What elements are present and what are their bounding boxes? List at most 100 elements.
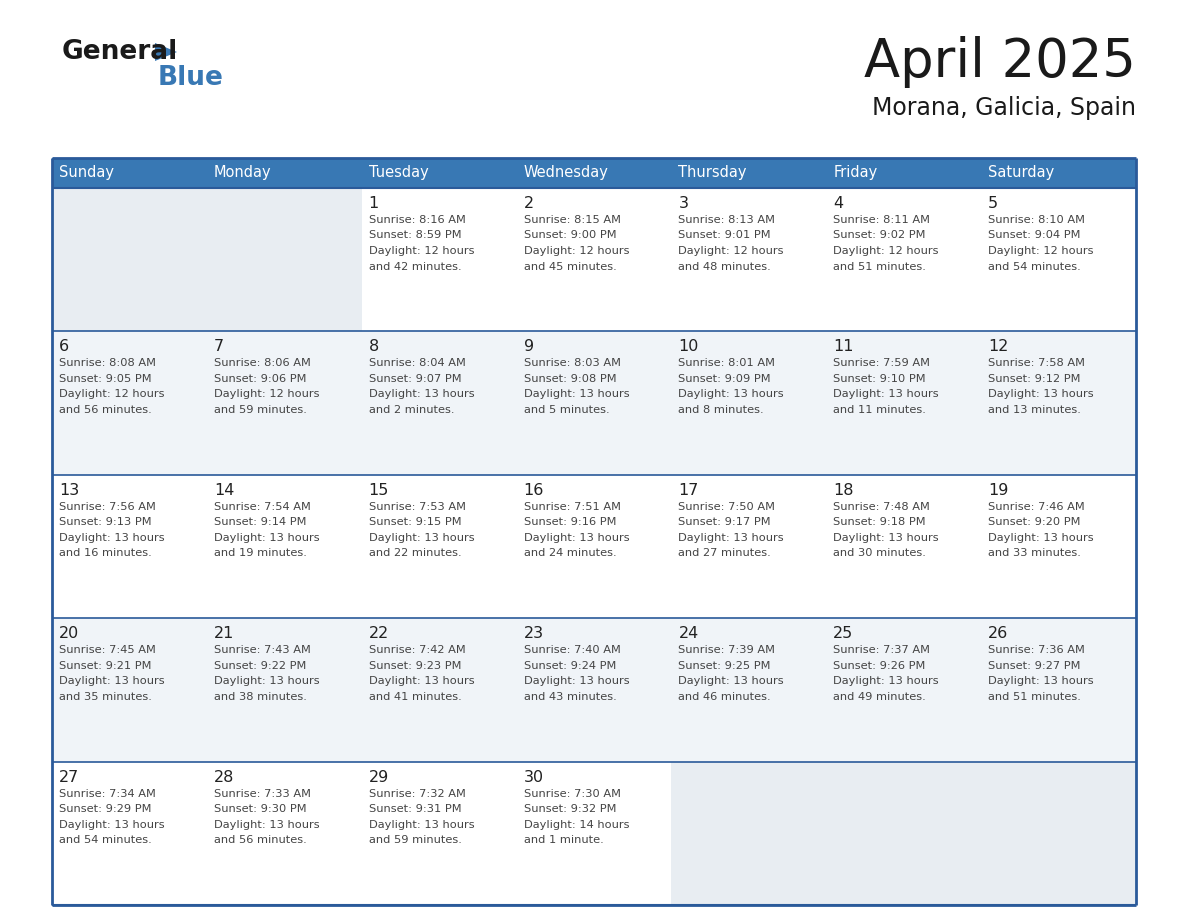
Text: Daylight: 13 hours: Daylight: 13 hours (988, 677, 1094, 686)
Text: Daylight: 12 hours: Daylight: 12 hours (368, 246, 474, 256)
Bar (361, 188, 517, 331)
Text: Daylight: 13 hours: Daylight: 13 hours (678, 389, 784, 399)
Text: Sunrise: 7:32 AM: Sunrise: 7:32 AM (368, 789, 466, 799)
Bar (827, 475, 981, 618)
Text: Morana, Galicia, Spain: Morana, Galicia, Spain (872, 96, 1136, 120)
Text: and 56 minutes.: and 56 minutes. (59, 405, 152, 415)
Text: Tuesday: Tuesday (368, 165, 429, 181)
Text: Sunrise: 8:15 AM: Sunrise: 8:15 AM (524, 215, 620, 225)
Text: Sunset: 9:26 PM: Sunset: 9:26 PM (833, 661, 925, 671)
Text: 3: 3 (678, 196, 688, 211)
Text: 23: 23 (524, 626, 544, 641)
Bar (981, 762, 1136, 905)
Text: 9: 9 (524, 340, 533, 354)
Bar (517, 618, 671, 762)
Text: and 22 minutes.: and 22 minutes. (368, 548, 461, 558)
Text: 15: 15 (368, 483, 390, 498)
Bar (52, 158, 1136, 188)
Text: Daylight: 13 hours: Daylight: 13 hours (678, 532, 784, 543)
Text: Sunset: 9:29 PM: Sunset: 9:29 PM (59, 804, 152, 814)
Text: Sunset: 9:05 PM: Sunset: 9:05 PM (59, 374, 152, 384)
Text: Daylight: 12 hours: Daylight: 12 hours (524, 246, 630, 256)
Text: Sunrise: 7:39 AM: Sunrise: 7:39 AM (678, 645, 776, 655)
Text: Daylight: 13 hours: Daylight: 13 hours (214, 532, 320, 543)
Bar (671, 618, 827, 762)
Bar (981, 475, 1136, 618)
Text: and 43 minutes.: and 43 minutes. (524, 691, 617, 701)
Bar (207, 331, 361, 475)
Text: Sunset: 9:10 PM: Sunset: 9:10 PM (833, 374, 925, 384)
Bar (361, 331, 517, 475)
Text: Sunrise: 8:11 AM: Sunrise: 8:11 AM (833, 215, 930, 225)
Text: Saturday: Saturday (988, 165, 1055, 181)
Text: and 1 minute.: and 1 minute. (524, 835, 604, 845)
Text: Sunset: 9:18 PM: Sunset: 9:18 PM (833, 518, 925, 527)
Bar (981, 618, 1136, 762)
Text: Daylight: 13 hours: Daylight: 13 hours (59, 677, 165, 686)
Text: Daylight: 13 hours: Daylight: 13 hours (833, 677, 939, 686)
Text: Sunset: 9:04 PM: Sunset: 9:04 PM (988, 230, 1081, 241)
Text: Sunrise: 7:54 AM: Sunrise: 7:54 AM (214, 502, 311, 512)
Text: Sunset: 9:32 PM: Sunset: 9:32 PM (524, 804, 617, 814)
Text: April 2025: April 2025 (864, 36, 1136, 88)
Text: Sunset: 9:25 PM: Sunset: 9:25 PM (678, 661, 771, 671)
Text: 2: 2 (524, 196, 533, 211)
Text: Daylight: 13 hours: Daylight: 13 hours (368, 389, 474, 399)
Text: Sunset: 9:24 PM: Sunset: 9:24 PM (524, 661, 615, 671)
Text: Sunrise: 7:42 AM: Sunrise: 7:42 AM (368, 645, 466, 655)
Text: Sunset: 9:23 PM: Sunset: 9:23 PM (368, 661, 461, 671)
Text: Daylight: 13 hours: Daylight: 13 hours (678, 677, 784, 686)
Text: and 16 minutes.: and 16 minutes. (59, 548, 152, 558)
Text: Sunrise: 8:08 AM: Sunrise: 8:08 AM (59, 358, 156, 368)
Text: Daylight: 13 hours: Daylight: 13 hours (833, 532, 939, 543)
Text: Wednesday: Wednesday (524, 165, 608, 181)
Bar (52, 331, 207, 475)
Text: and 51 minutes.: and 51 minutes. (988, 691, 1081, 701)
Text: Daylight: 12 hours: Daylight: 12 hours (833, 246, 939, 256)
Text: Sunrise: 8:06 AM: Sunrise: 8:06 AM (214, 358, 311, 368)
Text: and 38 minutes.: and 38 minutes. (214, 691, 307, 701)
Text: General: General (62, 39, 178, 65)
Text: and 41 minutes.: and 41 minutes. (368, 691, 461, 701)
Text: Daylight: 13 hours: Daylight: 13 hours (214, 820, 320, 830)
Text: and 5 minutes.: and 5 minutes. (524, 405, 609, 415)
Text: 11: 11 (833, 340, 854, 354)
Text: and 35 minutes.: and 35 minutes. (59, 691, 152, 701)
Text: Daylight: 13 hours: Daylight: 13 hours (59, 532, 165, 543)
Text: 25: 25 (833, 626, 853, 641)
Polygon shape (154, 43, 177, 61)
Text: and 59 minutes.: and 59 minutes. (214, 405, 307, 415)
Bar (827, 188, 981, 331)
Bar (517, 762, 671, 905)
Text: and 46 minutes.: and 46 minutes. (678, 691, 771, 701)
Text: Sunday: Sunday (59, 165, 114, 181)
Text: and 54 minutes.: and 54 minutes. (988, 262, 1081, 272)
Text: Sunset: 9:07 PM: Sunset: 9:07 PM (368, 374, 461, 384)
Text: Daylight: 12 hours: Daylight: 12 hours (678, 246, 784, 256)
Text: Sunset: 9:12 PM: Sunset: 9:12 PM (988, 374, 1081, 384)
Text: Daylight: 13 hours: Daylight: 13 hours (524, 532, 630, 543)
Bar (52, 475, 207, 618)
Text: 4: 4 (833, 196, 843, 211)
Bar (827, 762, 981, 905)
Text: Daylight: 13 hours: Daylight: 13 hours (368, 532, 474, 543)
Text: 1: 1 (368, 196, 379, 211)
Text: 13: 13 (59, 483, 80, 498)
Text: Sunset: 8:59 PM: Sunset: 8:59 PM (368, 230, 461, 241)
Text: 12: 12 (988, 340, 1009, 354)
Bar (207, 475, 361, 618)
Text: Daylight: 12 hours: Daylight: 12 hours (988, 246, 1094, 256)
Text: Sunset: 9:09 PM: Sunset: 9:09 PM (678, 374, 771, 384)
Text: Sunrise: 7:58 AM: Sunrise: 7:58 AM (988, 358, 1085, 368)
Text: 29: 29 (368, 769, 388, 785)
Text: Sunrise: 7:59 AM: Sunrise: 7:59 AM (833, 358, 930, 368)
Text: Sunset: 9:14 PM: Sunset: 9:14 PM (214, 518, 307, 527)
Text: Sunset: 9:08 PM: Sunset: 9:08 PM (524, 374, 617, 384)
Bar (52, 188, 207, 331)
Text: Daylight: 13 hours: Daylight: 13 hours (988, 532, 1094, 543)
Text: Sunset: 9:22 PM: Sunset: 9:22 PM (214, 661, 307, 671)
Text: and 8 minutes.: and 8 minutes. (678, 405, 764, 415)
Bar (671, 475, 827, 618)
Text: Daylight: 12 hours: Daylight: 12 hours (214, 389, 320, 399)
Text: Daylight: 13 hours: Daylight: 13 hours (833, 389, 939, 399)
